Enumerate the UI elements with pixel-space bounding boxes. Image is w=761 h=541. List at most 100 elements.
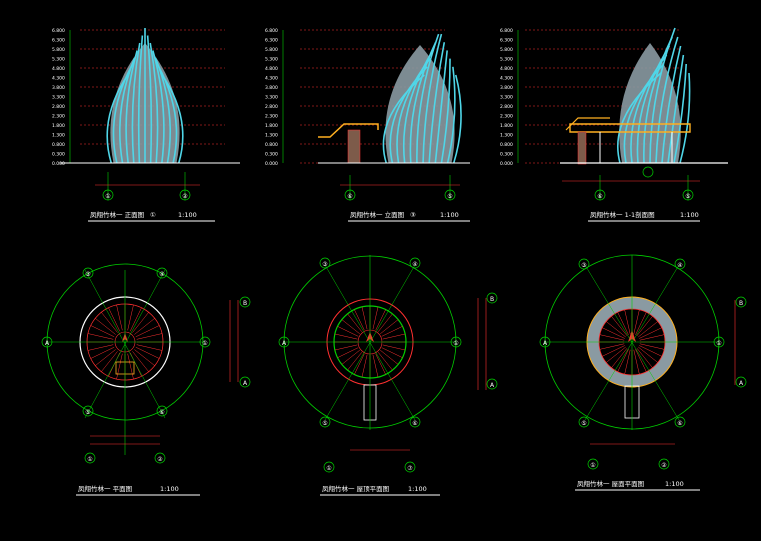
level-label: 0.300 (265, 152, 278, 158)
radial-rib (116, 353, 123, 380)
level-label: 2.300 (52, 114, 65, 120)
level-label: 2.300 (500, 114, 513, 120)
axis-label: ③ (85, 271, 90, 278)
radial-rib (380, 349, 399, 365)
radial-rib (611, 316, 628, 336)
radial-rib (361, 354, 368, 378)
axis-bubble (486, 292, 498, 304)
radial-rib (132, 312, 149, 333)
axis-bubble (735, 296, 747, 308)
level-label: 2.300 (265, 114, 278, 120)
bamboo-rib (643, 36, 673, 164)
axis-label: ④ (412, 261, 417, 268)
level-label: 5.300 (265, 57, 278, 63)
radial-rib (135, 325, 160, 338)
axis-label: B (243, 300, 247, 307)
radial-rib (636, 348, 653, 368)
drawing-scale: 1:100 (440, 211, 459, 219)
radial-rib (337, 347, 359, 358)
bamboo-ribs (616, 27, 691, 164)
radial-rib (341, 319, 360, 335)
bamboo-rib (416, 33, 440, 164)
drawing-title: 凤翔竹林一 屋面平面图 (577, 479, 644, 488)
axis-label: ① (326, 465, 331, 472)
level-label: 1.300 (265, 133, 278, 139)
radial-rib (606, 346, 626, 363)
axis-label: ⑥ (597, 193, 602, 200)
axis-label: ③ (581, 262, 586, 269)
drawing-circle-label: ① (150, 211, 156, 219)
axis-label: ③ (322, 261, 327, 268)
radial-rib (95, 318, 116, 335)
bamboo-rib (146, 35, 153, 164)
radial-rib (381, 326, 403, 337)
radial-rib (101, 351, 118, 372)
radial-rib (127, 353, 134, 380)
level-label: 0.800 (265, 142, 278, 148)
radial-rib (134, 318, 155, 335)
radial-rib (375, 309, 386, 331)
radial-rib (599, 343, 625, 350)
radial-rib (134, 349, 155, 366)
bamboo-rib (131, 42, 141, 164)
axis-label: ② (157, 456, 163, 463)
radial-rib (136, 333, 163, 340)
radial-rib (638, 321, 658, 338)
level-label: 0.000 (52, 161, 65, 167)
railing (318, 123, 379, 138)
drawing-title: 凤翔竹林一 1-1剖面图 (590, 210, 655, 219)
bamboo-ribs (106, 28, 184, 164)
radial-rib (347, 352, 363, 371)
axis-label: ④ (159, 271, 164, 278)
level-label: 6.800 (265, 28, 278, 34)
radial-rib (617, 312, 629, 335)
axis-line (584, 264, 680, 421)
radial-rib (602, 327, 625, 339)
radial-rib (375, 353, 386, 375)
level-label: 6.300 (52, 38, 65, 44)
axis-bubble (278, 336, 290, 348)
floor-plan: ③ ④ ⑤ ⑥ A ① B A ① ② 凤翔竹林一 平面图 1:100 (41, 263, 251, 496)
level-lines: 6.800 6.300 5.800 5.300 4.800 4.300 3.800 3.300… (500, 28, 680, 167)
level-label: 1.800 (265, 123, 278, 129)
radial-rib (372, 306, 379, 330)
axis-bubble (409, 257, 421, 269)
radial-rib (347, 313, 363, 332)
axis-bubble (323, 461, 335, 473)
level-label: 0.300 (500, 152, 513, 158)
radial-rib (132, 351, 149, 372)
radial-rib (382, 344, 406, 351)
axis-label: ⑥ (159, 409, 164, 416)
radial-rib (361, 306, 368, 330)
axis-line (84, 269, 166, 419)
radial-rib (116, 304, 123, 331)
axis-bubble (82, 405, 94, 417)
level-label: 2.800 (52, 104, 65, 110)
side-elevation: 6.800 6.300 5.800 5.300 4.800 4.300 3.800 3.300… (265, 28, 470, 222)
bamboo-rib (679, 72, 691, 164)
axis-label: ⑦ (407, 465, 413, 472)
axis-label: A (739, 380, 744, 387)
bamboo-rib (119, 57, 136, 164)
axis-label: ⑤ (685, 193, 690, 200)
axis-bubble (486, 378, 498, 390)
axis-label: A (45, 340, 50, 347)
bamboo-rib (655, 36, 679, 164)
bamboo-rib (422, 33, 443, 164)
axis-label: ⑤ (322, 420, 327, 427)
entry-steps (347, 129, 361, 164)
axis-bubble (154, 452, 166, 464)
level-label: 1.300 (500, 133, 513, 139)
axis-line (324, 264, 416, 421)
axis-label: B (739, 300, 743, 307)
level-label: 6.300 (500, 38, 513, 44)
radial-rib (90, 346, 115, 359)
bamboo-rib (440, 58, 451, 164)
axis-label: ① (716, 340, 721, 347)
bamboo-rib (409, 41, 437, 164)
radial-rib (354, 353, 365, 375)
level-label: 5.800 (265, 47, 278, 53)
radial-rib (380, 319, 399, 335)
axis-bubble (578, 258, 590, 270)
